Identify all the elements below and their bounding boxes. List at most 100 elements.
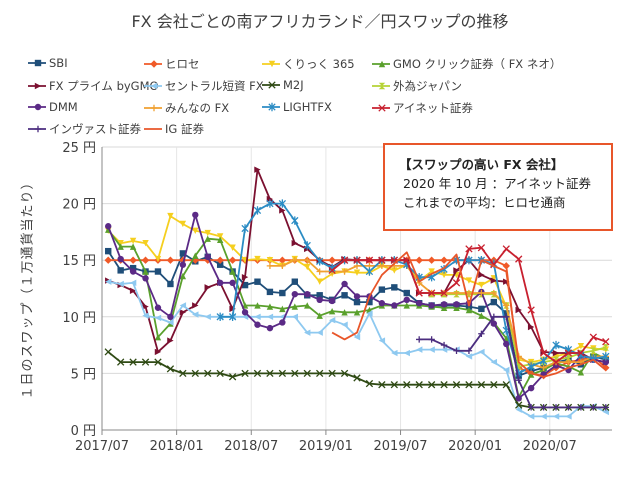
data-point xyxy=(191,369,199,378)
data-point xyxy=(268,102,276,112)
data-point xyxy=(328,256,336,264)
data-point xyxy=(602,404,609,411)
data-point xyxy=(490,358,498,366)
data-point xyxy=(378,60,386,68)
data-point xyxy=(502,245,510,253)
data-point xyxy=(490,298,498,306)
x-tick-label: 2019/01 xyxy=(299,439,353,454)
data-point xyxy=(141,256,150,264)
data-point xyxy=(216,256,224,264)
data-point xyxy=(204,235,211,242)
x-tick-label: 2018/07 xyxy=(224,439,278,454)
legend-label: 外為ジャパン xyxy=(393,79,462,93)
data-point xyxy=(453,304,460,311)
data-point xyxy=(552,404,560,411)
legend-item: ヒロセ xyxy=(144,56,200,72)
data-point xyxy=(129,268,137,275)
data-point xyxy=(278,199,287,208)
data-point xyxy=(403,381,411,389)
legend-label: GMO クリック証券（ FX ネオ） xyxy=(393,57,562,71)
legend-item: SBI xyxy=(28,56,68,70)
data-point xyxy=(216,261,224,268)
data-point xyxy=(254,278,261,285)
data-point xyxy=(403,349,410,357)
data-point xyxy=(316,268,323,275)
annotation-line-1: 2020 年 10 月 ：アイネット証券 xyxy=(403,176,591,191)
data-point xyxy=(254,166,261,173)
data-point xyxy=(503,310,510,317)
data-point xyxy=(129,279,137,287)
x-tick-label: 2019/07 xyxy=(374,439,428,454)
legend-label: インヴァスト証券 xyxy=(49,122,141,136)
data-point xyxy=(440,381,448,389)
data-point xyxy=(154,333,162,341)
data-point xyxy=(34,103,42,111)
legend-label: DMM xyxy=(49,100,78,114)
data-point xyxy=(552,413,560,420)
data-point xyxy=(129,358,137,366)
legend-item: FX プライム byGMO xyxy=(28,78,159,94)
data-point xyxy=(129,243,137,250)
legend-label: SBI xyxy=(49,56,68,70)
data-point xyxy=(129,264,137,272)
data-point xyxy=(391,349,398,357)
data-point xyxy=(527,384,535,392)
data-point xyxy=(129,237,137,245)
data-point xyxy=(502,262,510,270)
series-13 xyxy=(331,251,607,378)
data-point xyxy=(254,313,261,320)
data-point xyxy=(204,313,211,320)
data-point xyxy=(378,82,386,90)
data-point xyxy=(192,252,199,259)
data-point xyxy=(167,319,174,326)
data-point xyxy=(291,240,299,247)
data-point xyxy=(117,280,124,288)
data-point xyxy=(316,257,324,266)
data-point xyxy=(254,321,261,328)
data-point xyxy=(353,309,361,316)
data-point xyxy=(117,255,124,263)
legend-label: IG 証券 xyxy=(165,122,204,136)
data-point xyxy=(179,220,187,228)
data-point xyxy=(428,302,435,309)
data-point xyxy=(453,301,460,308)
data-point xyxy=(378,300,386,307)
data-point xyxy=(527,404,535,411)
data-point xyxy=(291,290,299,298)
data-point xyxy=(478,312,485,319)
data-point xyxy=(167,313,174,320)
data-point xyxy=(117,267,124,274)
data-point xyxy=(129,256,137,264)
data-point xyxy=(328,297,336,305)
chart-title: FX 会社ごとの南アフリカランド／円スワップの推移 xyxy=(131,12,509,31)
data-point xyxy=(216,233,224,240)
data-point xyxy=(204,284,211,291)
data-point xyxy=(365,256,374,264)
data-point xyxy=(465,256,473,265)
data-point xyxy=(552,340,560,350)
data-point xyxy=(427,289,436,297)
data-point xyxy=(303,369,311,378)
data-point xyxy=(142,312,149,319)
data-point xyxy=(440,271,448,279)
data-point xyxy=(478,348,485,356)
data-point xyxy=(179,302,187,309)
data-point xyxy=(478,271,485,279)
data-point xyxy=(279,305,286,313)
data-point xyxy=(278,369,287,378)
data-point xyxy=(154,255,162,263)
data-point xyxy=(427,256,436,264)
data-point xyxy=(453,267,460,274)
data-point xyxy=(229,268,236,275)
data-point xyxy=(304,302,311,309)
data-point xyxy=(316,278,323,285)
legend-swatch xyxy=(144,60,162,68)
y-tick-label: 10 円 xyxy=(62,311,96,326)
data-point xyxy=(341,309,348,316)
annotation-line-2: これまでの平均：ヒロセ通商 xyxy=(403,195,566,210)
data-point xyxy=(415,336,423,343)
data-point xyxy=(179,309,187,316)
data-point xyxy=(465,347,473,354)
data-point xyxy=(228,373,237,381)
